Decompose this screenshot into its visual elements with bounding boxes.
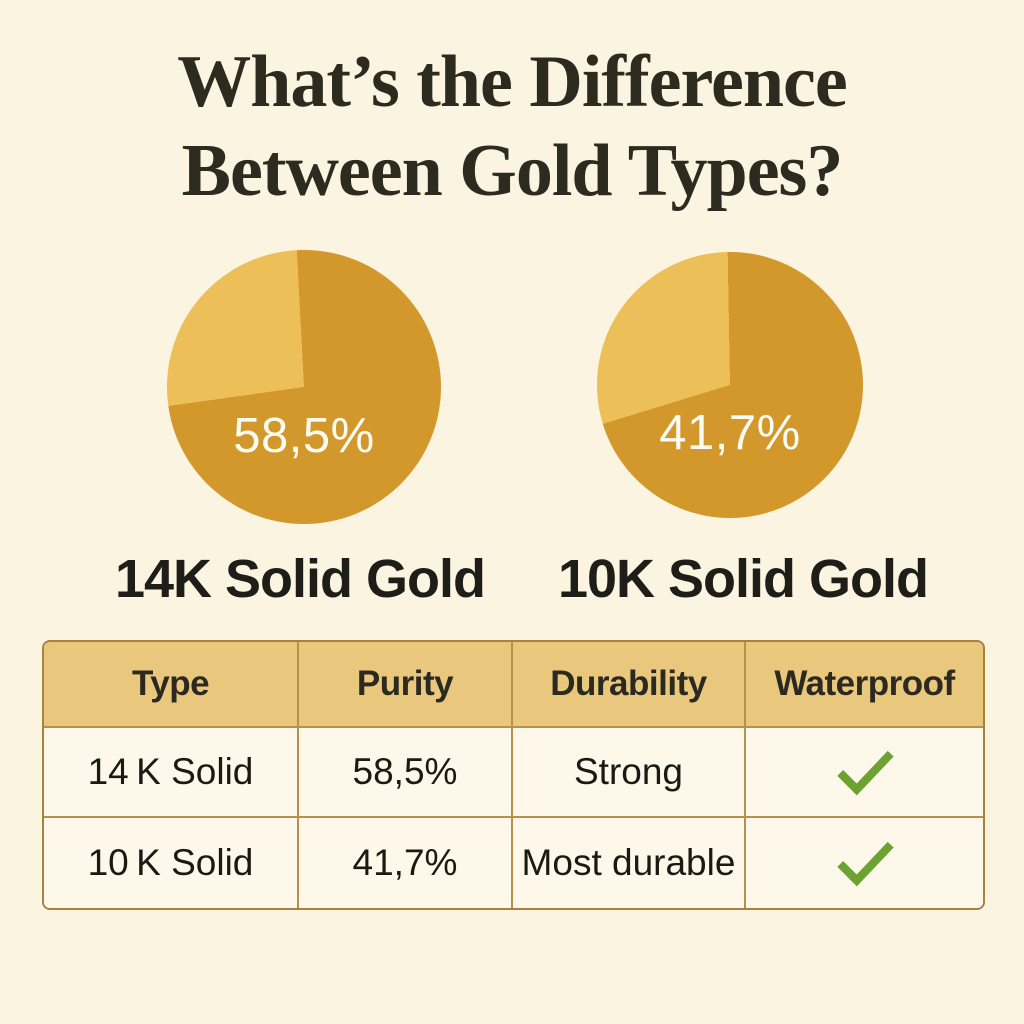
header-cell-purity: Purity	[299, 642, 513, 728]
table-cell-type-10k: 10 K Solid	[44, 818, 299, 908]
pie-percentage-label-14k: 58,5%	[233, 408, 375, 463]
page-title-line-2: Between Gold Types?	[181, 130, 844, 212]
table-cell-type-14k: 14 K Solid	[44, 728, 299, 818]
header-cell-durability: Durability	[513, 642, 746, 728]
table-cell-durability-14k: Strong	[513, 728, 746, 818]
table-cell-waterproof-10k	[746, 818, 983, 908]
pie-caption-10k: 10K Solid Gold	[557, 549, 929, 609]
table-cell-purity-14k: 58,5%	[299, 728, 513, 818]
pie-percentage-label-10k: 41,7%	[659, 405, 801, 460]
page-title: What’s the Difference Between Gold Types…	[0, 38, 1024, 216]
pie-caption-14k: 14K Solid Gold	[114, 549, 486, 609]
checkmark-icon	[836, 750, 894, 796]
table-cell-purity-10k: 41,7%	[299, 818, 513, 908]
pie-chart-14k-gold: 58,5%	[167, 250, 441, 524]
header-cell-waterproof: Waterproof	[746, 642, 983, 728]
comparison-table: Type Purity Durability Waterproof 14 K S…	[42, 640, 985, 910]
header-cell-type: Type	[44, 642, 299, 728]
page-title-line-1: What’s the Difference	[177, 41, 847, 123]
checkmark-icon	[836, 841, 894, 887]
pie-chart-10k-gold: 41,7%	[597, 252, 863, 518]
table-cell-waterproof-14k	[746, 728, 983, 818]
table-cell-durability-10k: Most durable	[513, 818, 746, 908]
